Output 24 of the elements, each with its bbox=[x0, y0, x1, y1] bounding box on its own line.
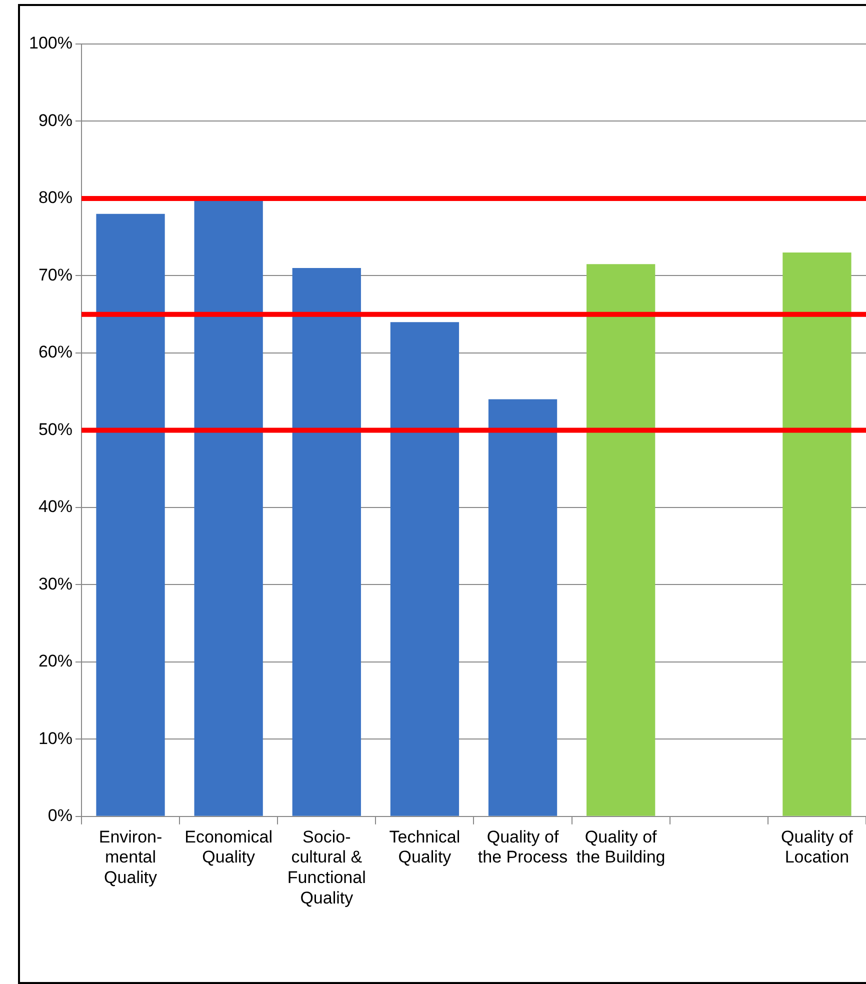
x-tick-label: Socio- cultural & Functional Quality bbox=[287, 827, 366, 908]
x-tick-label: Technical Quality bbox=[389, 827, 460, 867]
bar bbox=[96, 214, 165, 816]
y-tick-label: 30% bbox=[38, 574, 72, 594]
x-tick-label: Quality of Location bbox=[781, 827, 854, 867]
y-tick-label: 40% bbox=[38, 497, 72, 516]
y-tick-label: 50% bbox=[38, 420, 72, 439]
y-tick-label: 100% bbox=[28, 34, 72, 53]
bar bbox=[390, 322, 460, 816]
bar bbox=[292, 268, 361, 816]
x-tick-label: Economical Quality bbox=[184, 827, 273, 867]
bar bbox=[488, 399, 558, 816]
bar bbox=[782, 252, 852, 816]
y-tick-label: 90% bbox=[38, 110, 72, 130]
x-tick-label: Environ- mental Quality bbox=[98, 827, 162, 888]
x-tick-label: Quality of the Building bbox=[576, 827, 666, 867]
x-tick-label: Quality of the Process bbox=[478, 827, 568, 867]
y-tick-label: 60% bbox=[38, 342, 72, 362]
y-tick-label: 0% bbox=[48, 806, 72, 826]
bar bbox=[586, 264, 656, 816]
y-tick-label: 80% bbox=[38, 188, 72, 208]
y-tick-label: 20% bbox=[38, 652, 72, 671]
y-tick-label: 10% bbox=[38, 728, 72, 748]
y-tick-label: 70% bbox=[38, 265, 72, 284]
